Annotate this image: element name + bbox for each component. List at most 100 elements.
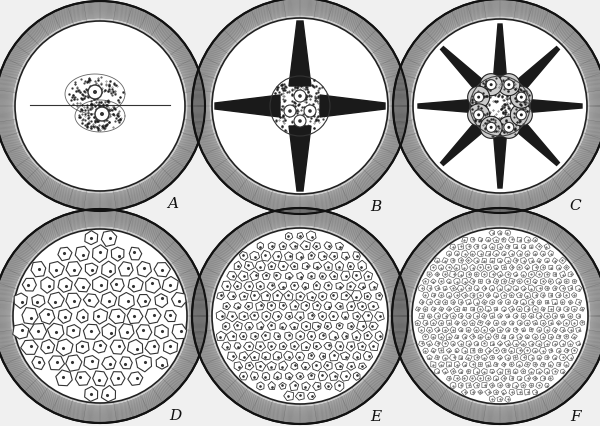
Polygon shape <box>508 306 515 313</box>
Circle shape <box>517 111 526 121</box>
Polygon shape <box>289 127 311 192</box>
Polygon shape <box>490 369 495 374</box>
Polygon shape <box>279 242 287 250</box>
Polygon shape <box>563 320 569 327</box>
Polygon shape <box>442 313 448 319</box>
Polygon shape <box>431 334 436 340</box>
Circle shape <box>304 106 316 118</box>
Polygon shape <box>482 259 487 263</box>
Polygon shape <box>341 271 350 281</box>
Polygon shape <box>513 369 518 374</box>
Polygon shape <box>285 313 293 320</box>
Polygon shape <box>41 277 54 294</box>
Circle shape <box>486 123 496 133</box>
Polygon shape <box>500 292 507 299</box>
Polygon shape <box>477 375 484 382</box>
Polygon shape <box>335 302 343 310</box>
Polygon shape <box>297 233 304 239</box>
Polygon shape <box>262 372 270 381</box>
Polygon shape <box>477 320 484 326</box>
Polygon shape <box>244 302 253 311</box>
Polygon shape <box>525 251 530 257</box>
Polygon shape <box>446 307 452 312</box>
Polygon shape <box>273 291 283 301</box>
Polygon shape <box>524 347 531 354</box>
Circle shape <box>413 20 587 193</box>
Polygon shape <box>308 353 315 360</box>
Polygon shape <box>474 286 479 291</box>
Polygon shape <box>426 328 433 334</box>
Polygon shape <box>517 250 523 257</box>
Polygon shape <box>516 293 522 298</box>
Polygon shape <box>313 301 322 311</box>
Polygon shape <box>505 369 511 374</box>
Polygon shape <box>524 265 530 271</box>
Polygon shape <box>532 265 539 271</box>
Polygon shape <box>512 382 519 389</box>
Polygon shape <box>505 230 511 236</box>
Circle shape <box>95 108 109 122</box>
Polygon shape <box>312 361 322 371</box>
Polygon shape <box>529 355 535 361</box>
Polygon shape <box>505 245 510 250</box>
Polygon shape <box>267 302 275 311</box>
Circle shape <box>308 110 312 114</box>
Polygon shape <box>481 271 487 278</box>
Polygon shape <box>313 382 321 391</box>
Polygon shape <box>39 309 55 325</box>
Circle shape <box>477 96 480 99</box>
Polygon shape <box>482 383 487 388</box>
Polygon shape <box>545 383 549 388</box>
Polygon shape <box>290 322 298 330</box>
Polygon shape <box>426 341 433 347</box>
Polygon shape <box>446 362 451 367</box>
Polygon shape <box>489 396 495 402</box>
Polygon shape <box>540 251 545 257</box>
Polygon shape <box>545 301 549 304</box>
Polygon shape <box>450 382 456 389</box>
Polygon shape <box>552 313 557 320</box>
Polygon shape <box>466 369 471 374</box>
Polygon shape <box>426 299 433 305</box>
Polygon shape <box>233 303 241 310</box>
Polygon shape <box>501 279 507 284</box>
Polygon shape <box>477 292 484 299</box>
Polygon shape <box>256 282 264 291</box>
Polygon shape <box>497 259 503 263</box>
Polygon shape <box>353 252 361 260</box>
Polygon shape <box>544 326 550 334</box>
Polygon shape <box>58 278 72 293</box>
Polygon shape <box>454 361 460 368</box>
Circle shape <box>93 91 97 95</box>
Circle shape <box>212 19 388 195</box>
Polygon shape <box>512 341 520 347</box>
Circle shape <box>294 116 306 128</box>
Polygon shape <box>501 375 507 382</box>
Circle shape <box>511 87 532 109</box>
Polygon shape <box>481 368 487 374</box>
Polygon shape <box>85 231 98 245</box>
Polygon shape <box>319 333 326 340</box>
Polygon shape <box>66 262 82 276</box>
Polygon shape <box>466 341 472 347</box>
Polygon shape <box>446 251 452 257</box>
Polygon shape <box>335 381 344 391</box>
Polygon shape <box>427 286 432 292</box>
Polygon shape <box>454 292 460 299</box>
Polygon shape <box>505 272 511 278</box>
Circle shape <box>477 114 480 117</box>
Polygon shape <box>556 265 562 271</box>
Polygon shape <box>415 307 421 312</box>
Polygon shape <box>572 279 577 284</box>
Polygon shape <box>559 257 566 265</box>
Polygon shape <box>500 107 578 157</box>
Polygon shape <box>75 247 89 262</box>
Polygon shape <box>295 312 304 322</box>
Polygon shape <box>466 245 471 250</box>
Polygon shape <box>568 272 574 277</box>
Polygon shape <box>295 392 304 400</box>
Polygon shape <box>307 393 316 400</box>
Polygon shape <box>536 271 542 278</box>
Polygon shape <box>466 257 472 264</box>
Polygon shape <box>101 262 115 278</box>
